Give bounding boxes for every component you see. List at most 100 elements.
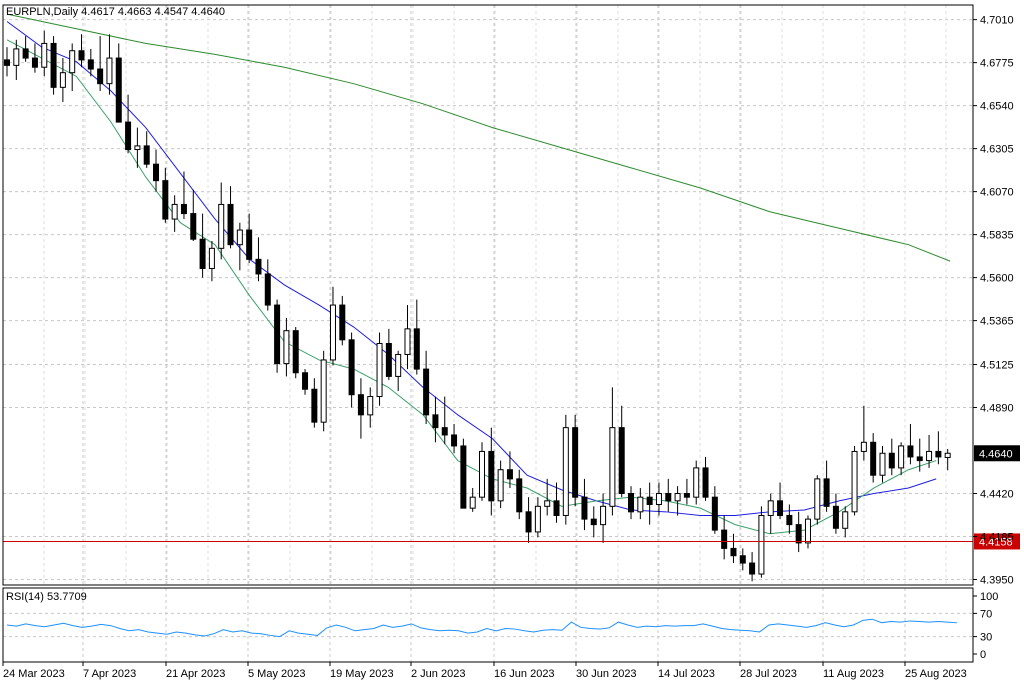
candle [339, 295, 346, 346]
candle-bull [562, 427, 569, 516]
candle-bull [367, 396, 374, 416]
horizontal-line[interactable]: 4.4158 [3, 533, 1020, 550]
candle [721, 515, 728, 560]
candle-bear [50, 42, 57, 88]
candle-bull [534, 505, 541, 533]
x-tick-label: 5 May 2023 [248, 668, 305, 680]
candle-bear [274, 304, 281, 365]
candle [13, 39, 20, 81]
candle-bull [497, 469, 504, 502]
candle [683, 478, 690, 505]
candle [423, 350, 430, 424]
candle [534, 497, 541, 538]
candle-bear [702, 467, 709, 498]
candle-bear [618, 427, 625, 495]
candle [497, 460, 504, 509]
candle [246, 213, 253, 263]
candle [600, 493, 607, 543]
candle [199, 213, 206, 278]
main-panel-frame [2, 4, 974, 586]
candle [171, 195, 178, 232]
rsi-series [6, 618, 958, 638]
candle [236, 222, 243, 271]
candle [693, 460, 700, 505]
candle [59, 58, 66, 102]
candle-bear [348, 339, 355, 396]
candle [870, 433, 877, 483]
candle-bull [767, 500, 774, 516]
candle-bull [814, 478, 821, 520]
chart-header: EURPLN,Daily 4.4617 4.4663 4.4547 4.4640 [6, 6, 225, 18]
candle [255, 237, 262, 282]
candle-bear [180, 203, 187, 215]
candle-bear [255, 258, 262, 275]
candle-bear [786, 514, 793, 526]
candle [460, 438, 467, 509]
candle-bear [581, 496, 588, 520]
candle-bull [758, 514, 765, 575]
candle [153, 149, 160, 192]
candle-bull [395, 353, 402, 377]
candle [665, 478, 672, 512]
candle-bear [97, 68, 104, 85]
candle-bull [69, 50, 76, 74]
candle-bear [739, 555, 746, 564]
rsi-tick-label: 100 [980, 591, 998, 603]
candle [134, 127, 141, 168]
candle [572, 414, 579, 507]
candle-bear [916, 456, 923, 462]
current-price-label: 4.4640 [979, 448, 1013, 460]
candle [97, 36, 104, 91]
candle [581, 478, 588, 531]
candle [609, 387, 616, 516]
candle-bull [329, 304, 336, 361]
candle-bear [125, 121, 132, 151]
candle-bear [553, 500, 560, 516]
candle [218, 182, 225, 260]
x-tick-label: 24 Mar 2023 [3, 668, 65, 680]
candle [926, 434, 933, 468]
candle [777, 482, 784, 520]
candle-bear [413, 328, 420, 370]
candle-bull [693, 467, 700, 498]
candle [823, 460, 830, 512]
candle [451, 423, 458, 454]
candle-bull [851, 450, 858, 513]
candle-bull [236, 229, 243, 246]
candle [646, 482, 653, 525]
candle-bear [78, 50, 85, 61]
candle-bull [59, 72, 66, 88]
candle [329, 286, 336, 366]
candle [69, 43, 76, 91]
x-tick-label: 19 May 2023 [330, 668, 394, 680]
candle-bull [637, 496, 644, 513]
candle [674, 486, 681, 516]
candle [879, 445, 886, 483]
candle-bear [711, 496, 718, 531]
candle [469, 488, 476, 512]
candle-bear [730, 547, 737, 557]
candle-bear [31, 57, 38, 68]
candle-bear [311, 388, 318, 423]
candle [739, 548, 746, 571]
candle-bear [488, 450, 495, 502]
candle [795, 511, 802, 553]
support-price-label: 4.4158 [979, 536, 1013, 548]
x-tick-label: 28 Jul 2023 [740, 668, 797, 680]
candle-bear [460, 445, 467, 509]
candle-bull [283, 330, 290, 365]
candle [4, 47, 10, 77]
y-tick-label: 4.5125 [980, 360, 1014, 372]
y-tick-label: 4.4890 [980, 403, 1014, 415]
y-tick-label: 4.5835 [980, 230, 1014, 242]
y-tick-label: 4.5600 [980, 273, 1014, 285]
candle [87, 48, 94, 77]
candle-bull [218, 203, 225, 249]
candle [832, 493, 839, 534]
candle-bull [171, 203, 178, 220]
candle-bull [804, 518, 811, 544]
candle [162, 167, 169, 223]
x-tick-label: 21 Apr 2023 [166, 668, 225, 680]
